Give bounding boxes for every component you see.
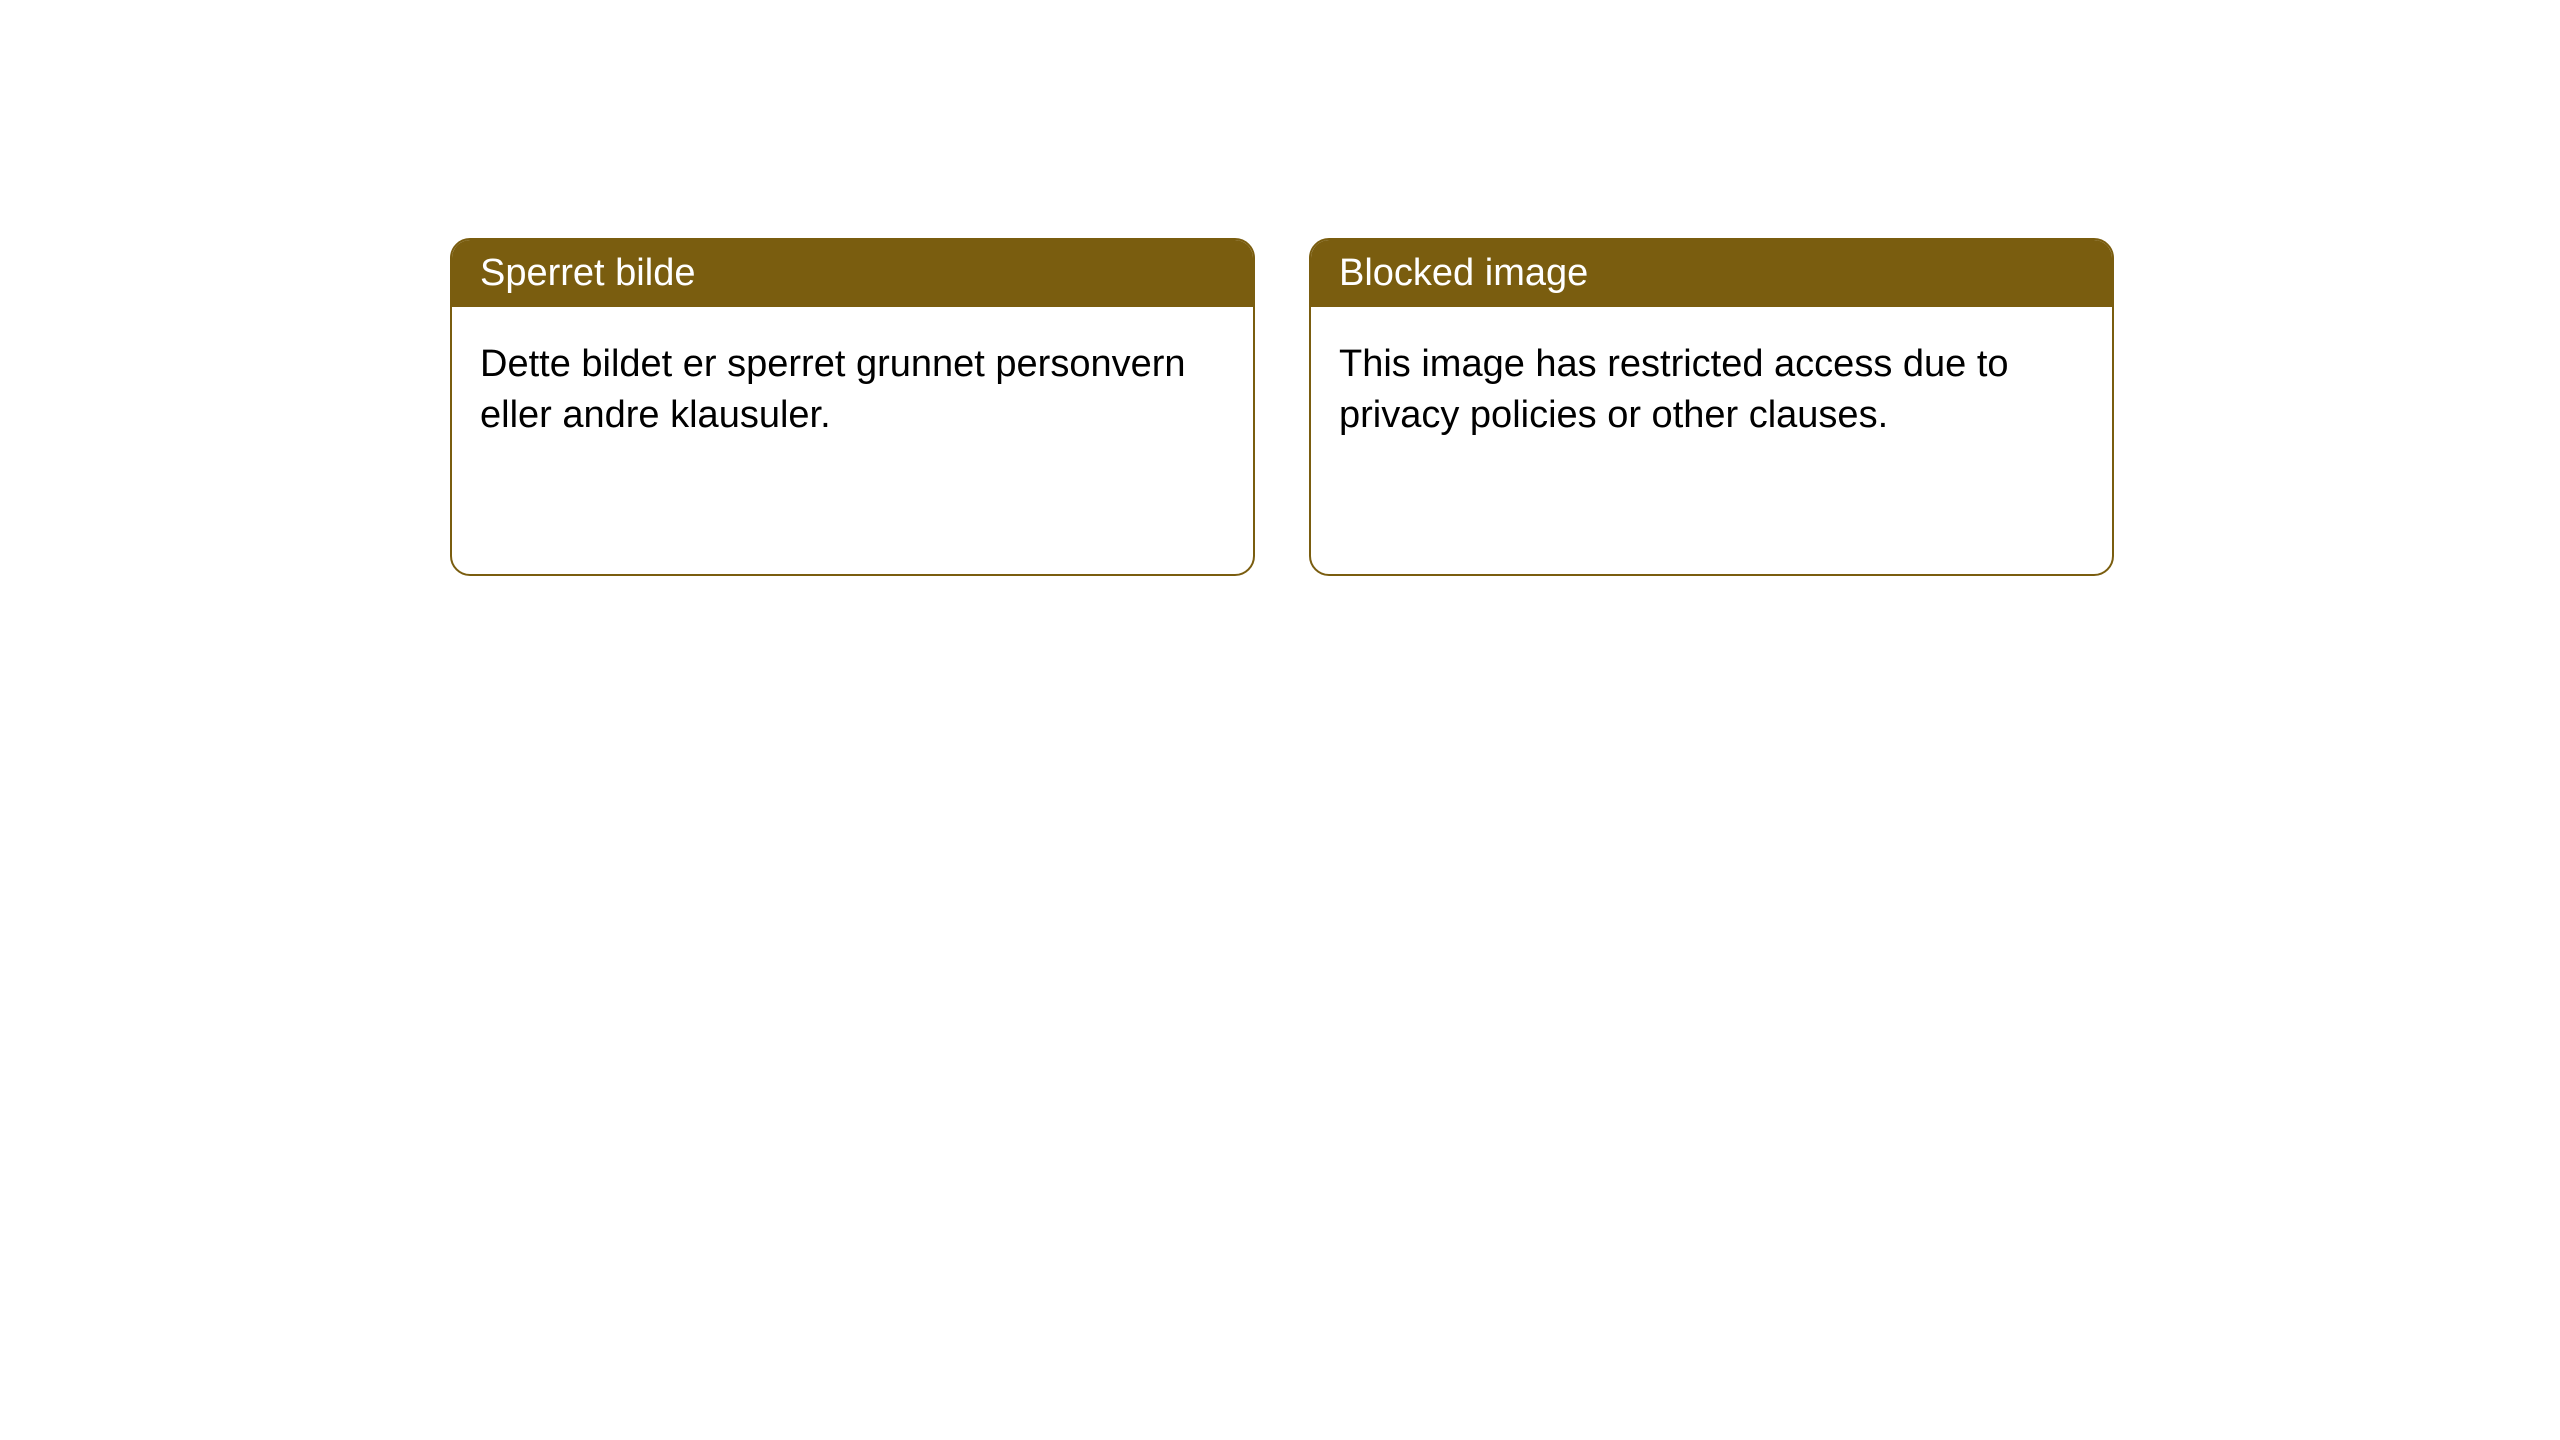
notice-body: Dette bildet er sperret grunnet personve…: [452, 307, 1253, 474]
notice-card-norwegian: Sperret bilde Dette bildet er sperret gr…: [450, 238, 1255, 576]
notice-header: Sperret bilde: [452, 240, 1253, 307]
notice-body: This image has restricted access due to …: [1311, 307, 2112, 474]
notice-header: Blocked image: [1311, 240, 2112, 307]
notice-card-english: Blocked image This image has restricted …: [1309, 238, 2114, 576]
notice-container: Sperret bilde Dette bildet er sperret gr…: [0, 0, 2560, 576]
